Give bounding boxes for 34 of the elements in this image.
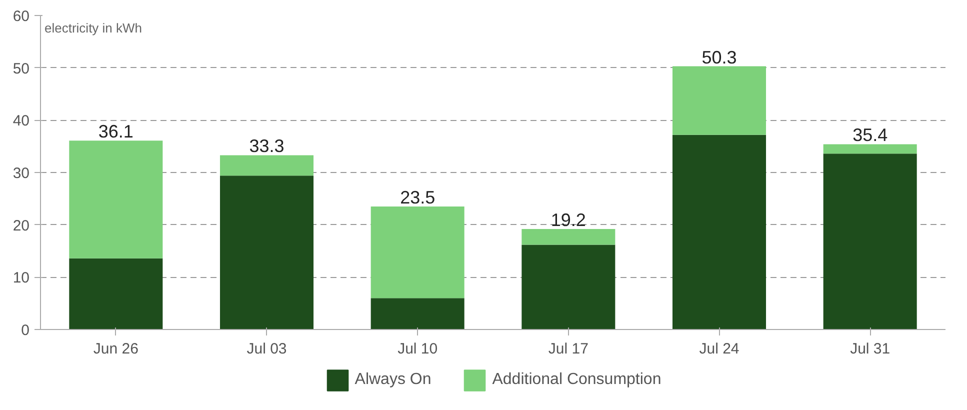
bar bbox=[823, 154, 917, 330]
bar bbox=[220, 155, 314, 176]
x-tick-label: Jul 31 bbox=[850, 340, 890, 358]
x-tick-label: Jul 03 bbox=[246, 340, 287, 358]
bar bbox=[370, 298, 464, 330]
total-label: 33.3 bbox=[249, 136, 284, 156]
total-label: 50.3 bbox=[702, 47, 737, 68]
x-tick-label: Jul 24 bbox=[699, 340, 740, 358]
total-label: 19.2 bbox=[550, 210, 586, 230]
bar bbox=[69, 258, 163, 330]
bar bbox=[69, 140, 163, 258]
y-tick-label: 20 bbox=[12, 217, 30, 234]
bar bbox=[672, 134, 766, 330]
bar bbox=[522, 244, 616, 330]
y-tick-label: 40 bbox=[12, 112, 30, 130]
y-tick-label: 60 bbox=[12, 8, 30, 25]
y-tick-label: 0 bbox=[21, 322, 30, 339]
bar bbox=[370, 206, 464, 298]
y-axis-title: electricity in kWh bbox=[44, 20, 142, 36]
y-tick-label: 30 bbox=[12, 165, 30, 182]
bar bbox=[823, 144, 917, 154]
x-tick-label: Jun 26 bbox=[93, 340, 138, 358]
total-label: 23.5 bbox=[400, 188, 436, 208]
legend-label: Additional Consumption bbox=[492, 370, 662, 390]
total-label: 35.4 bbox=[852, 125, 888, 146]
bar bbox=[220, 176, 314, 330]
total-label: 36.1 bbox=[98, 122, 134, 142]
bar bbox=[672, 66, 766, 135]
y-tick-label: 10 bbox=[12, 270, 30, 287]
bar bbox=[522, 229, 616, 245]
legend-label: Always On bbox=[354, 370, 432, 390]
x-tick-label: Jul 10 bbox=[398, 340, 438, 358]
x-tick-label: Jul 17 bbox=[548, 340, 588, 358]
y-tick-label: 50 bbox=[12, 60, 30, 78]
